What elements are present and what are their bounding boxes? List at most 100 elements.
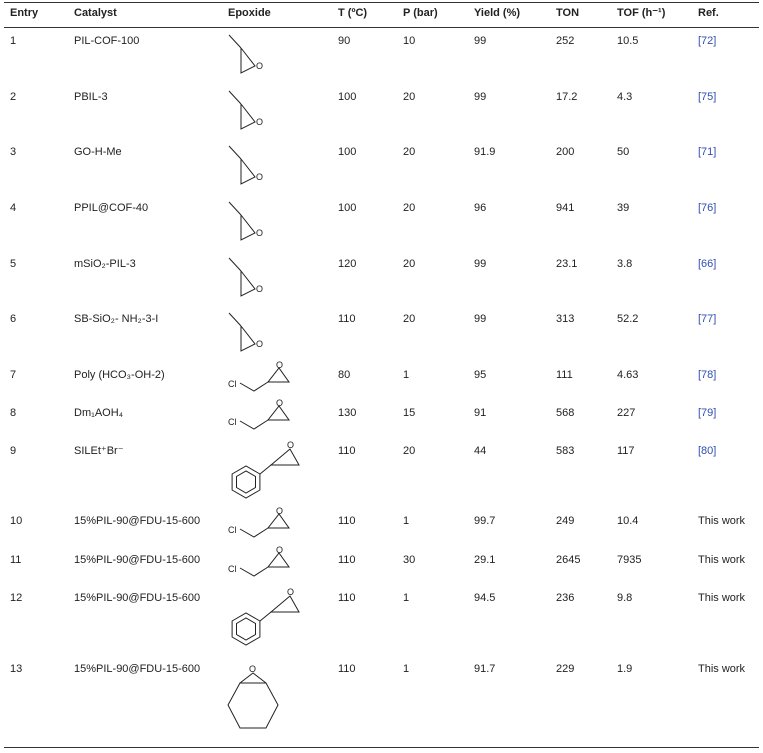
cell: PPIL@COF-40 xyxy=(74,202,149,214)
cell: 5 xyxy=(10,258,17,270)
cell: 4.63 xyxy=(617,369,639,381)
cell: 20 xyxy=(403,313,416,325)
cell: 8 xyxy=(10,407,17,419)
atom-label: O xyxy=(256,339,263,349)
cell: This work xyxy=(698,554,746,566)
column-header: T (ºC) xyxy=(338,7,368,19)
cell: 20 xyxy=(403,91,416,103)
cell: 6 xyxy=(10,313,17,325)
epoxide-ring xyxy=(240,158,256,185)
cell: [75] xyxy=(698,91,717,103)
cell: 2645 xyxy=(556,554,581,566)
cell: 100 xyxy=(338,146,357,158)
cell: Poly (HCO₃-OH-2) xyxy=(74,369,165,381)
cell: 20 xyxy=(403,258,416,270)
cell: 1 xyxy=(403,592,410,604)
cell: 20 xyxy=(403,202,416,214)
epoxide-ring xyxy=(266,513,290,529)
cell: 52.2 xyxy=(617,313,639,325)
cell: [80] xyxy=(698,445,717,457)
atom-label: O xyxy=(256,172,263,182)
bond xyxy=(259,611,272,622)
cell: This work xyxy=(698,663,746,675)
atom-label: O xyxy=(276,398,283,408)
cell: 1 xyxy=(403,369,410,381)
bond xyxy=(228,312,242,327)
cell: GO-H-Me xyxy=(74,146,122,158)
atom-label: O xyxy=(276,506,283,516)
cell: 91 xyxy=(474,407,487,419)
epoxide-ring xyxy=(266,405,290,421)
cell: 20 xyxy=(403,146,416,158)
chain xyxy=(239,527,269,538)
cell: 3.8 xyxy=(617,258,633,270)
cell: 110 xyxy=(338,515,356,527)
bond xyxy=(228,90,242,105)
cell: 15%PIL-90@FDU-15-600 xyxy=(74,554,201,566)
cell: 313 xyxy=(556,313,575,325)
cell: [66] xyxy=(698,258,717,270)
cell: 252 xyxy=(556,35,575,47)
cell: PIL-COF-100 xyxy=(74,35,140,47)
aromatic-ring xyxy=(236,617,256,641)
epoxide-bonds xyxy=(239,672,267,684)
cell: 20 xyxy=(403,445,416,457)
cell: 15 xyxy=(403,407,416,419)
cell: 23.1 xyxy=(556,258,578,270)
cell: 80 xyxy=(338,369,351,381)
epoxide-ring xyxy=(240,47,256,74)
cell: 3 xyxy=(10,146,17,158)
cell: [76] xyxy=(698,202,717,214)
cell: 100 xyxy=(338,202,357,214)
cell: 17.2 xyxy=(556,91,578,103)
cell: 96 xyxy=(474,202,487,214)
bond xyxy=(259,464,272,475)
cell: 94.5 xyxy=(474,592,496,604)
cell: 120 xyxy=(338,258,357,270)
cell: 99 xyxy=(474,35,487,47)
cell: 117 xyxy=(617,445,635,457)
column-header: TON xyxy=(556,7,580,19)
bond xyxy=(228,145,242,160)
cell: 941 xyxy=(556,202,575,214)
top-rule xyxy=(4,2,759,3)
cell: 1.9 xyxy=(617,663,633,675)
cell: [79] xyxy=(698,407,717,419)
atom-label: O xyxy=(249,664,256,674)
column-header: P (bar) xyxy=(403,7,438,19)
cell: 91.9 xyxy=(474,146,496,158)
cell: SILEt⁺Br⁻ xyxy=(74,445,124,457)
cell: Dm₁AOH₄ xyxy=(74,407,124,419)
cell: 13 xyxy=(10,663,23,675)
cell: 10 xyxy=(403,35,416,47)
atom-label: O xyxy=(256,61,263,71)
cell: PBIL-3 xyxy=(74,91,108,103)
cell: 44 xyxy=(474,445,487,457)
atom-label: Cl xyxy=(228,564,237,574)
cell: 15%PIL-90@FDU-15-600 xyxy=(74,592,201,604)
column-header: TOF (h⁻¹) xyxy=(617,7,666,19)
cell: 236 xyxy=(556,592,575,604)
cell: 12 xyxy=(10,592,23,604)
cell: 99 xyxy=(474,258,487,270)
atom-label: O xyxy=(287,440,294,450)
cell: 111 xyxy=(556,369,573,381)
aromatic-ring xyxy=(236,470,256,494)
bottom-rule xyxy=(4,747,759,748)
epoxide-ring xyxy=(269,448,300,466)
cell: 249 xyxy=(556,515,575,527)
benzene-ring xyxy=(231,612,261,646)
cell: [72] xyxy=(698,35,717,47)
cell: 30 xyxy=(403,554,416,566)
atom-label: O xyxy=(276,545,283,555)
benzene-ring xyxy=(231,465,261,499)
cell: 39 xyxy=(617,202,630,214)
epoxide-ring xyxy=(240,214,256,241)
column-header: Ref. xyxy=(698,7,719,19)
cell: 110 xyxy=(338,554,356,566)
cell: 110 xyxy=(338,445,356,457)
cell: [77] xyxy=(698,313,717,325)
atom-label: Cl xyxy=(228,417,237,427)
